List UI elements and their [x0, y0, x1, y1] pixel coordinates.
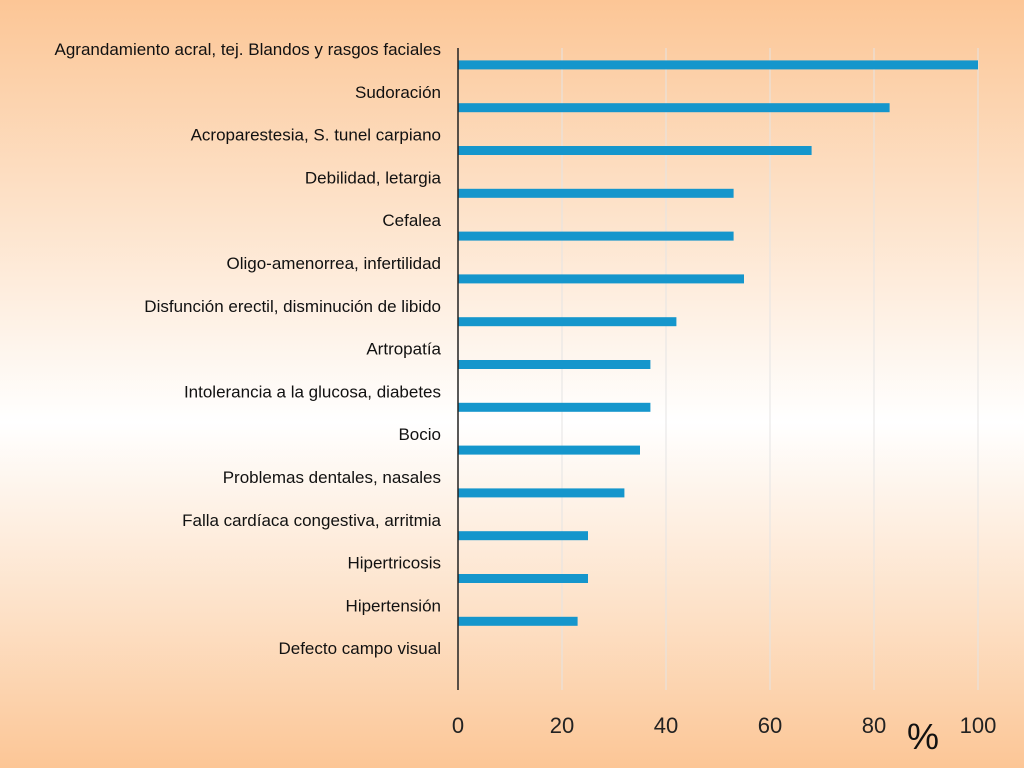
bar	[458, 231, 734, 241]
bar	[458, 103, 890, 113]
bar	[458, 146, 812, 155]
bar	[458, 317, 677, 327]
bar	[458, 188, 734, 198]
category-label: Cefalea	[382, 211, 441, 230]
category-label: Falla cardíaca congestiva, arritmia	[182, 511, 441, 530]
category-label: Disfunción erectil, disminución de libid…	[144, 297, 441, 316]
bar	[458, 274, 744, 284]
bar	[458, 360, 651, 369]
x-tick-label: 80	[862, 713, 886, 738]
category-label: Oligo-amenorrea, infertilidad	[227, 254, 442, 273]
x-axis-unit-label: %	[907, 716, 939, 757]
bar	[458, 402, 651, 412]
x-tick-label: 60	[758, 713, 782, 738]
x-tick-label: 0	[452, 713, 464, 738]
x-tick-label: 20	[550, 713, 574, 738]
category-labels: Agrandamiento acral, tej. Blandos y rasg…	[55, 40, 442, 658]
category-label: Hipertricosis	[347, 554, 441, 573]
bar	[458, 60, 978, 70]
x-tick-label: 40	[654, 713, 678, 738]
category-label: Bocio	[398, 425, 441, 444]
category-label: Defecto campo visual	[278, 639, 441, 658]
category-label: Artropatía	[366, 340, 441, 359]
bars	[458, 60, 978, 626]
bar	[458, 531, 588, 541]
bar	[458, 488, 625, 498]
bar	[458, 445, 640, 455]
category-label: Acroparestesia, S. tunel carpiano	[191, 126, 441, 145]
bar	[458, 616, 578, 626]
category-label: Sudoración	[355, 83, 441, 102]
x-tick-label: 100	[960, 713, 997, 738]
category-label: Problemas dentales, nasales	[223, 468, 441, 487]
category-label: Hipertensión	[346, 596, 441, 615]
category-label: Agrandamiento acral, tej. Blandos y rasg…	[55, 40, 441, 59]
category-label: Debilidad, letargia	[305, 168, 442, 187]
x-tick-labels: 0 20 40 60 80 100	[452, 713, 996, 738]
bar	[458, 574, 588, 583]
category-label: Intolerancia a la glucosa, diabetes	[184, 382, 441, 401]
